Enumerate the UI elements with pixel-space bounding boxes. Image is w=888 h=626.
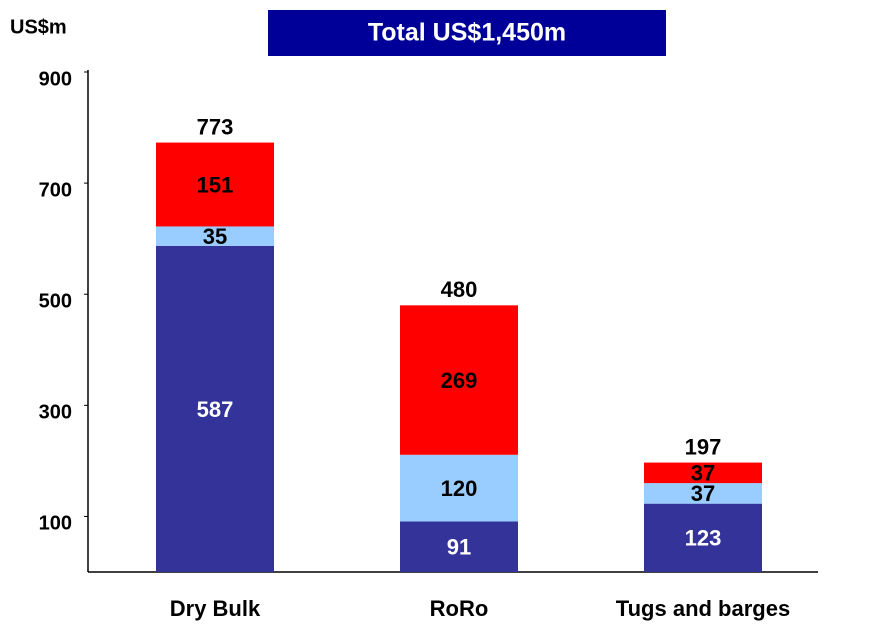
y-tick-label: 300 (39, 402, 72, 424)
title-box (268, 10, 666, 56)
value-label: 37 (691, 461, 715, 486)
value-label: 151 (197, 172, 234, 197)
x-tick-label: RoRo (430, 596, 489, 621)
x-tick-label: Dry Bulk (170, 596, 261, 621)
x-tick-label: Tugs and barges (616, 596, 790, 621)
total-label: 773 (197, 114, 234, 139)
bar-segment (644, 503, 762, 572)
value-label: 35 (203, 224, 227, 249)
value-label: 91 (447, 535, 471, 560)
value-label: 587 (197, 397, 234, 422)
value-label: 123 (685, 526, 722, 551)
y-tick-label: 100 (39, 513, 72, 535)
bar-segment (400, 305, 518, 455)
total-label: 480 (441, 277, 478, 302)
bar-segment (156, 245, 274, 572)
bar-segment (156, 226, 274, 246)
bar-segment (400, 521, 518, 572)
chart-title: Total US$1,450m (368, 19, 566, 47)
value-label: 269 (441, 368, 478, 393)
bar-segment (156, 142, 274, 227)
y-tick-label: 900 (39, 68, 72, 90)
value-label: 120 (441, 476, 478, 501)
bar-segment (400, 454, 518, 522)
value-label: 37 (691, 481, 715, 506)
y-tick-label: 500 (39, 291, 72, 313)
total-label: 197 (685, 434, 722, 459)
bar-segment (644, 462, 762, 484)
y-axis-label: US$m (10, 16, 67, 38)
bar-segment (644, 483, 762, 504)
y-tick-label: 700 (39, 179, 72, 201)
